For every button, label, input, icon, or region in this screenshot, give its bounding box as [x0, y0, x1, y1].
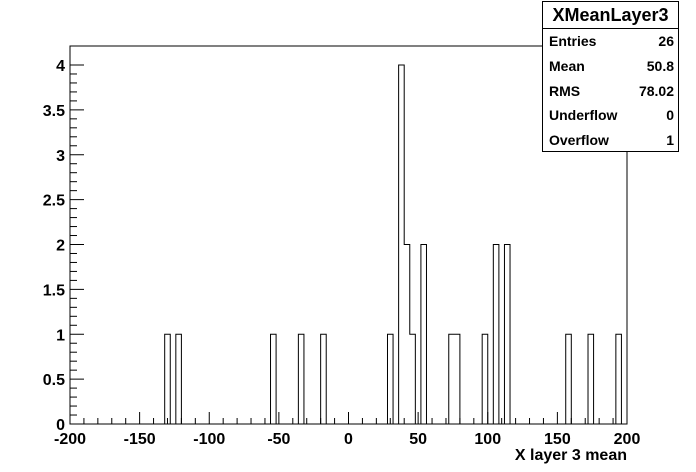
x-tick-label: 100 — [474, 431, 501, 448]
stats-value: 26 — [658, 33, 674, 49]
histogram-bin — [616, 334, 622, 424]
stats-box: XMeanLayer3 Entries 26 Mean 50.8 RMS 78.… — [542, 1, 679, 152]
stats-label: RMS — [549, 82, 581, 99]
histogram-bin — [566, 334, 572, 424]
stats-row-rms: RMS 78.02 — [543, 79, 678, 104]
histogram-bin — [454, 334, 460, 424]
histogram-bin — [504, 245, 510, 425]
histogram-bin — [449, 334, 455, 424]
y-axis: 0 0.5 1 1.5 2 2.5 3 3.5 4 — [43, 58, 84, 434]
stats-value: 78.02 — [638, 82, 674, 99]
x-axis-label: X layer 3 mean — [515, 447, 627, 464]
x-tick-label: -50 — [267, 431, 290, 448]
histogram-bin — [404, 245, 410, 425]
stats-row-entries: Entries 26 — [543, 29, 678, 54]
histogram-outline — [70, 64, 627, 425]
histogram-bin — [482, 334, 488, 424]
stats-label: Overflow — [549, 132, 609, 149]
x-tick-label: -200 — [54, 431, 86, 448]
x-tick-label: -150 — [124, 431, 156, 448]
stats-value: 1 — [666, 132, 674, 149]
x-tick-label: 50 — [409, 431, 427, 448]
stats-title: XMeanLayer3 — [543, 2, 678, 29]
stats-label: Underflow — [549, 107, 618, 124]
histogram-bin — [321, 334, 327, 424]
y-tick-label: 3.5 — [43, 103, 65, 120]
histogram-bin — [298, 334, 304, 424]
x-tick-label: 0 — [344, 431, 353, 448]
y-tick-label: 0 — [56, 417, 65, 434]
y-tick-label: 1 — [56, 327, 65, 344]
stats-value: 50.8 — [646, 57, 674, 74]
stats-value: 0 — [666, 107, 674, 124]
histogram-bin — [493, 245, 499, 425]
x-axis: -200 -150 -100 -50 0 50 100 150 200 — [54, 412, 640, 448]
histogram-bin — [421, 245, 427, 425]
histogram-bin — [399, 65, 405, 424]
y-tick-label: 4 — [56, 58, 65, 75]
x-tick-label: 200 — [614, 431, 641, 448]
histogram-bin — [165, 334, 171, 424]
stats-row-underflow: Underflow 0 — [543, 103, 678, 128]
y-tick-label: 2 — [56, 238, 65, 255]
stats-label: Mean — [549, 57, 585, 74]
histogram-bin — [271, 334, 277, 424]
histogram-bin — [387, 334, 393, 424]
y-tick-label: 0.5 — [43, 372, 65, 389]
y-tick-label: 3 — [56, 148, 65, 165]
histogram-bin — [588, 334, 594, 424]
histogram-bin — [176, 334, 182, 424]
histogram-bin — [410, 334, 416, 424]
x-tick-label: 150 — [544, 431, 571, 448]
y-tick-label: 2.5 — [43, 193, 65, 210]
stats-label: Entries — [549, 33, 597, 49]
x-tick-label: -100 — [193, 431, 225, 448]
y-tick-label: 1.5 — [43, 282, 65, 299]
stats-row-overflow: Overflow 1 — [543, 128, 678, 153]
stats-row-mean: Mean 50.8 — [543, 54, 678, 79]
